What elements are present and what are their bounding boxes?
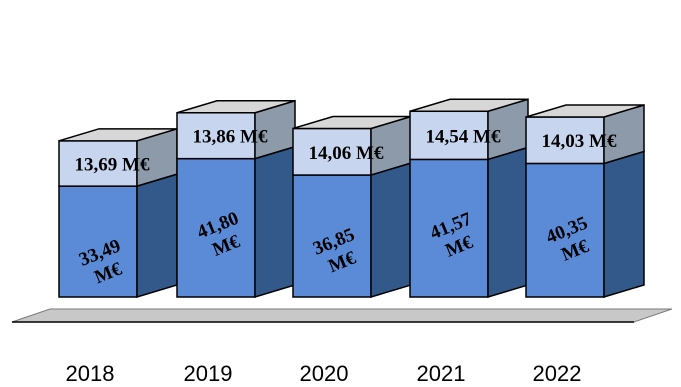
- floor-plane: [11, 308, 673, 323]
- bar-2021: [409, 98, 529, 299]
- bar-lower-side: [487, 146, 529, 299]
- bar-lower-front: [525, 162, 605, 298]
- tick-label-2020: 2020: [300, 361, 349, 386]
- bar-2022: [525, 103, 645, 299]
- bar-lower-side: [254, 145, 296, 299]
- bar-top-face: [176, 100, 296, 114]
- value-label-upper-2019: 13,86 M€: [193, 127, 268, 148]
- bar-lower-front: [409, 158, 489, 298]
- value-label-upper-2020: 14,06 M€: [309, 143, 384, 164]
- bar-upper-front: [409, 110, 489, 161]
- bars-group: [58, 98, 645, 299]
- value-label-upper-2022: 14,03 M€: [542, 131, 617, 152]
- bar-upper-front: [525, 116, 605, 165]
- bar-top-face: [409, 98, 529, 113]
- tick-label-2018: 2018: [66, 361, 115, 386]
- bar-upper-front: [292, 127, 372, 176]
- bar-upper-front: [58, 140, 138, 187]
- value-label-upper-2021: 14,54 M€: [426, 126, 501, 147]
- bar-lower-front: [176, 157, 256, 298]
- bar-upper-front: [176, 112, 256, 160]
- value-label-upper-2018: 13,69 M€: [75, 154, 150, 175]
- bar-lower-side: [603, 150, 645, 299]
- chart-floor: [11, 308, 673, 323]
- tick-label-2022: 2022: [533, 361, 582, 386]
- tick-label-2021: 2021: [417, 361, 466, 386]
- x-axis-tick-labels: 2018 2019 2020 2021 2022: [66, 361, 582, 386]
- bar-2019: [176, 99, 296, 299]
- bar-lower-side: [136, 173, 178, 299]
- bar-top-face: [525, 104, 645, 118]
- bar-2018: [58, 127, 178, 299]
- bar-2020: [292, 115, 412, 299]
- tick-label-2019: 2019: [184, 361, 233, 386]
- bar-lower-side: [370, 162, 412, 299]
- value-labels-group: 33,49M€13,69 M€41,80M€13,86 M€36,85M€14,…: [75, 126, 617, 288]
